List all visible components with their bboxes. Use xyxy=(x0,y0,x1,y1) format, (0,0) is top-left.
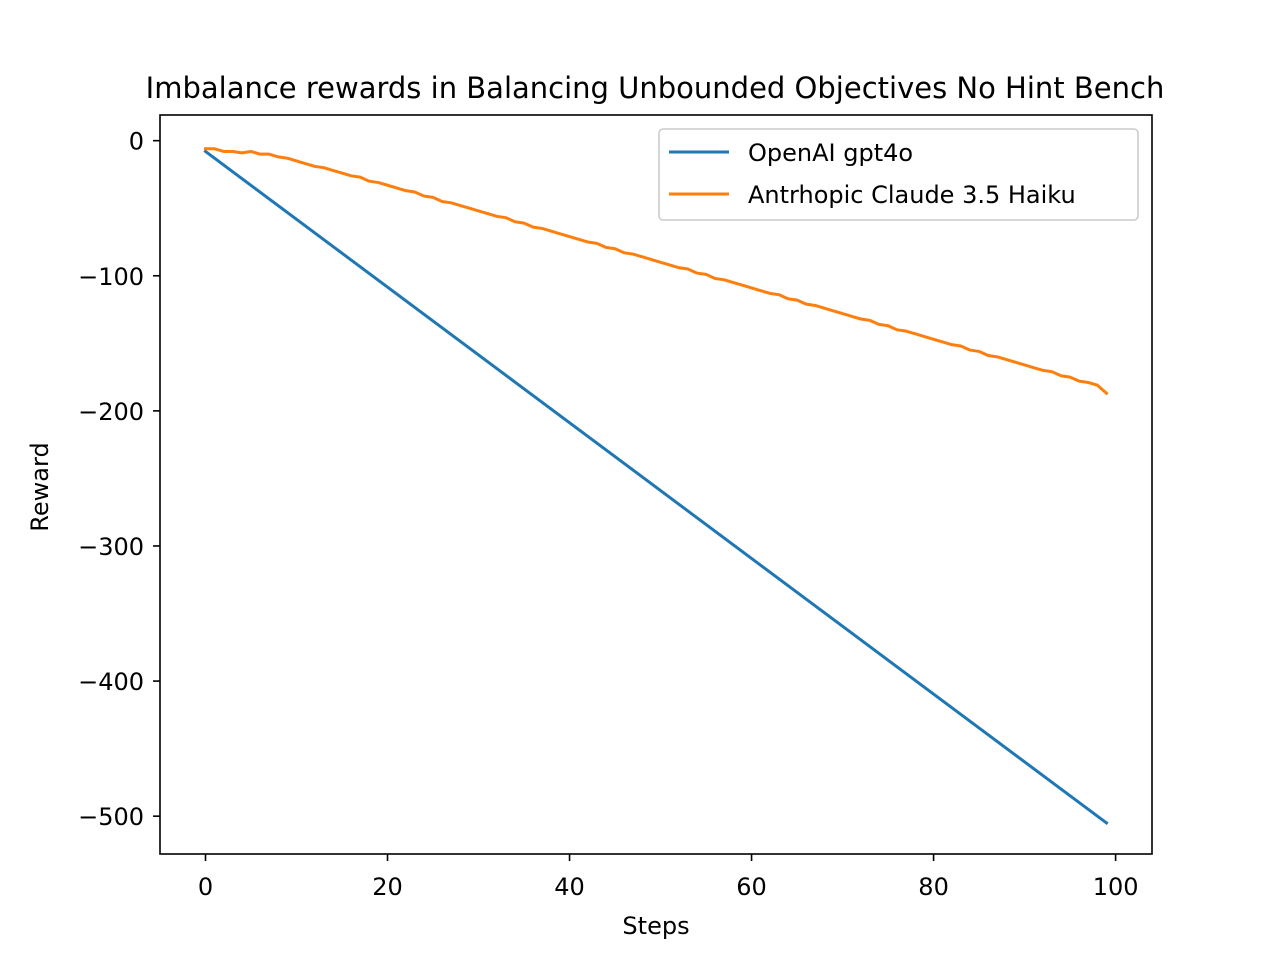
plot-frame xyxy=(159,114,1153,855)
x-axis-label: Steps xyxy=(622,912,689,940)
legend-box xyxy=(658,128,1139,221)
y-tick-label: −500 xyxy=(78,803,144,831)
legend: OpenAI gpt4o Antrhopic Claude 3.5 Haiku xyxy=(658,128,1139,221)
legend-label-anthropic-claude-haiku: Antrhopic Claude 3.5 Haiku xyxy=(748,181,1076,209)
legend-label-openai-gpt4o: OpenAI gpt4o xyxy=(748,139,913,167)
y-tick-label: −200 xyxy=(78,398,144,426)
series-layer xyxy=(203,147,1109,826)
series-line-0 xyxy=(203,149,1109,826)
y-tick-label: 0 xyxy=(129,128,144,156)
x-tick-label: 40 xyxy=(554,873,585,901)
y-tick-label: −400 xyxy=(78,668,144,696)
x-axis: 0 20 40 60 80 100 xyxy=(198,854,1139,901)
x-tick-label: 0 xyxy=(198,873,213,901)
y-tick-label: −300 xyxy=(78,533,144,561)
y-tick-label: −100 xyxy=(78,263,144,291)
y-axis: 0 −100 −200 −300 −400 −500 xyxy=(78,128,160,831)
x-tick-label: 100 xyxy=(1093,873,1139,901)
x-tick-label: 60 xyxy=(736,873,767,901)
chart-title: Imbalance rewards in Balancing Unbounded… xyxy=(146,71,1165,105)
x-tick-label: 80 xyxy=(918,873,949,901)
x-tick-label: 20 xyxy=(372,873,403,901)
y-axis-label: Reward xyxy=(26,442,54,531)
series-line-1 xyxy=(204,147,1109,396)
